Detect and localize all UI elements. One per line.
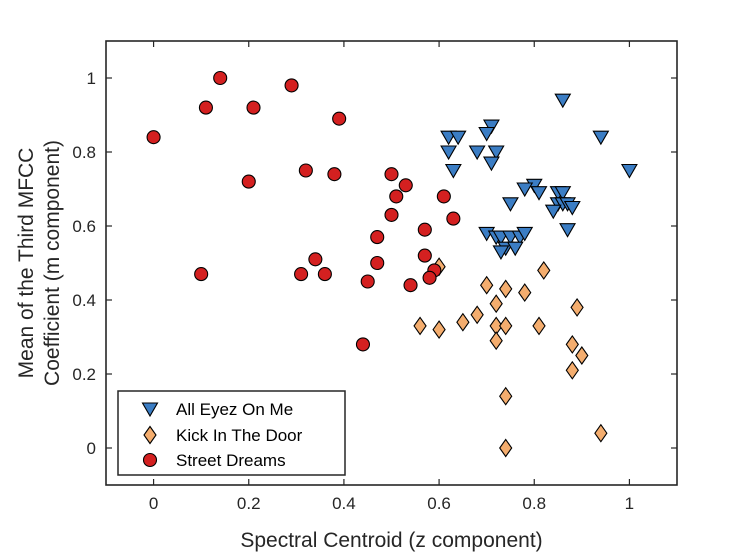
data-point-street-dreams: [198, 100, 213, 115]
data-point-all-eyez-on-me: [544, 204, 562, 220]
data-point-street-dreams: [384, 167, 399, 182]
data-point-kick-in-the-door: [575, 346, 589, 365]
data-point-street-dreams: [422, 270, 437, 285]
data-point-all-eyez-on-me: [478, 126, 496, 142]
legend-label-all-eyez-on-me: All Eyez On Me: [176, 400, 293, 419]
data-point-all-eyez-on-me: [516, 226, 534, 242]
legend-marker-street-dreams: [142, 452, 158, 468]
data-point-all-eyez-on-me: [620, 163, 638, 179]
data-point-all-eyez-on-me: [563, 200, 581, 216]
data-point-kick-in-the-door: [532, 316, 546, 336]
data-point-kick-in-the-door: [489, 331, 503, 351]
data-point-all-eyez-on-me: [559, 223, 577, 238]
data-point-kick-in-the-door: [479, 275, 494, 295]
y-axis-label-line-1: Mean of the Third MFCC: [15, 148, 38, 379]
data-point-street-dreams: [446, 211, 461, 226]
data-point-street-dreams: [389, 189, 404, 204]
x-axis-label: Spectral Centroid (z component): [240, 529, 542, 552]
series-kick-in-the-door: [413, 257, 608, 458]
data-point-street-dreams: [317, 267, 332, 282]
data-point-street-dreams: [384, 207, 399, 222]
data-point-street-dreams: [417, 222, 432, 237]
data-point-kick-in-the-door: [499, 438, 513, 458]
data-point-kick-in-the-door: [499, 316, 513, 336]
data-point-street-dreams: [308, 252, 323, 267]
series-street-dreams: [146, 70, 461, 352]
data-point-all-eyez-on-me: [444, 163, 462, 179]
y-tick-label: 0.2: [72, 365, 96, 384]
data-point-all-eyez-on-me: [492, 245, 510, 261]
x-tick-labels: 0 0.2 0.4 0.6 0.8 1: [149, 494, 634, 513]
legend-marker-all-eyez-on-me: [141, 402, 159, 418]
data-point-street-dreams: [213, 70, 228, 86]
data-point-street-dreams: [360, 274, 375, 289]
data-point-all-eyez-on-me: [487, 145, 505, 161]
data-point-street-dreams: [194, 267, 209, 282]
data-point-all-eyez-on-me: [502, 197, 519, 212]
data-point-street-dreams: [284, 78, 299, 93]
data-point-street-dreams: [241, 174, 256, 189]
data-point-kick-in-the-door: [565, 360, 579, 380]
y-tick-label: 0: [87, 439, 96, 458]
data-points: [146, 70, 638, 458]
x-tick-label: 0.2: [237, 494, 261, 513]
legend: All Eyez On Me Kick In The Door Street D…: [117, 390, 346, 476]
data-point-kick-in-the-door: [594, 423, 608, 443]
data-point-kick-in-the-door: [499, 279, 513, 299]
data-point-street-dreams: [417, 248, 432, 263]
data-point-kick-in-the-door: [489, 294, 503, 314]
y-tick-label: 0.4: [72, 291, 96, 310]
data-point-street-dreams: [355, 337, 371, 352]
legend-label-kick-in-the-door: Kick In The Door: [176, 426, 303, 445]
data-point-kick-in-the-door: [432, 320, 446, 340]
y-tick-label: 0.8: [72, 143, 96, 162]
data-point-street-dreams: [294, 267, 309, 282]
data-point-street-dreams: [332, 111, 347, 126]
data-point-kick-in-the-door: [537, 260, 551, 280]
x-tick-label: 0.4: [332, 494, 356, 513]
legend-markers: [141, 402, 159, 468]
series-all-eyez-on-me: [440, 93, 638, 261]
data-point-street-dreams: [327, 167, 342, 182]
data-point-all-eyez-on-me: [506, 241, 524, 257]
data-point-street-dreams: [298, 163, 313, 178]
y-tick-label: 0.6: [72, 217, 96, 236]
data-point-kick-in-the-door: [518, 283, 532, 303]
y-axis-label-line-2: Coefficient (m component): [41, 140, 64, 386]
data-point-all-eyez-on-me: [516, 182, 534, 198]
data-point-street-dreams: [403, 278, 418, 293]
data-point-all-eyez-on-me: [468, 145, 486, 161]
data-point-street-dreams: [246, 100, 261, 115]
x-tick-label: 0: [149, 494, 158, 513]
data-point-street-dreams: [370, 230, 385, 245]
data-point-street-dreams: [146, 130, 161, 145]
y-tick-label: 1: [87, 69, 96, 88]
data-point-kick-in-the-door: [470, 305, 484, 325]
data-point-kick-in-the-door: [456, 312, 470, 332]
legend-label-street-dreams: Street Dreams: [176, 451, 286, 470]
data-point-all-eyez-on-me: [482, 119, 500, 135]
data-point-kick-in-the-door: [413, 316, 427, 336]
x-tick-label: 0.8: [522, 494, 546, 513]
data-point-all-eyez-on-me: [592, 130, 610, 146]
data-point-kick-in-the-door: [499, 386, 513, 406]
data-point-all-eyez-on-me: [440, 145, 458, 161]
data-point-all-eyez-on-me: [554, 93, 572, 109]
data-point-street-dreams: [398, 178, 413, 193]
x-tick-label: 0.6: [427, 494, 451, 513]
data-point-all-eyez-on-me: [482, 156, 500, 172]
data-point-kick-in-the-door: [570, 297, 584, 317]
data-point-all-eyez-on-me: [554, 186, 572, 201]
data-point-all-eyez-on-me: [530, 186, 548, 201]
x-tick-label: 1: [625, 494, 634, 513]
data-point-kick-in-the-door: [565, 334, 579, 354]
y-tick-labels: 0 0.2 0.4 0.6 0.8 1: [72, 69, 96, 458]
data-point-street-dreams: [370, 255, 385, 271]
data-point-all-eyez-on-me: [449, 130, 467, 146]
axis-ticks: [106, 41, 677, 485]
plot-frame: [105, 40, 678, 486]
data-point-street-dreams: [436, 189, 451, 204]
legend-marker-kick-in-the-door: [143, 425, 157, 445]
